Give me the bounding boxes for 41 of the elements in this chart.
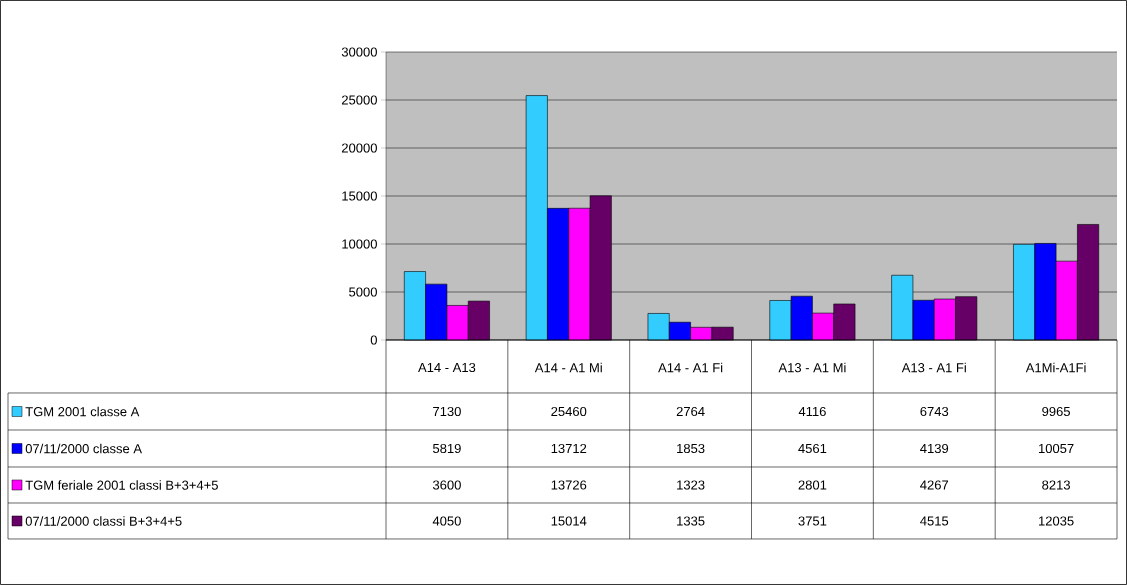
legend-label: TGM 2001 classe A <box>25 406 140 417</box>
data-label: 1323 <box>677 480 705 490</box>
data-label: 4139 <box>920 443 949 454</box>
data-label: 3751 <box>798 516 827 526</box>
y-tick-label: 5000 <box>349 287 377 297</box>
y-tick-label: 25000 <box>341 95 377 105</box>
x-tick-label: A14 - A13 <box>418 362 476 373</box>
data-label: 4561 <box>798 443 827 454</box>
data-label: 4267 <box>920 480 949 490</box>
data-label: 1335 <box>677 516 705 526</box>
legend-label: 07/11/2000 classi B+3+4+5 <box>25 516 182 526</box>
data-label: 6743 <box>920 406 949 417</box>
data-label: 3600 <box>432 480 461 490</box>
y-tick-label: 0 <box>370 335 377 345</box>
x-tick-label: A1Mi-A1Fi <box>1025 362 1086 373</box>
data-label: 10057 <box>1039 443 1074 454</box>
data-label: 5819 <box>432 443 461 454</box>
data-label: 15014 <box>551 516 587 526</box>
data-label: 13726 <box>551 480 587 490</box>
data-label: 12035 <box>1039 516 1074 526</box>
y-tick-label: 30000 <box>341 47 377 57</box>
data-label: 7130 <box>433 406 461 417</box>
x-tick-label: A14 - A1 Fi <box>658 362 723 373</box>
data-label: 13712 <box>551 443 587 454</box>
y-tick-label: 15000 <box>342 191 377 201</box>
x-tick-label: A14 - A1 Mi <box>534 362 602 373</box>
y-tick-label: 20000 <box>341 143 377 153</box>
x-tick-label: A13 - A1 Fi <box>901 362 966 373</box>
data-label: 9965 <box>1042 406 1070 417</box>
legend-label: TGM feriale 2001 classi B+3+4+5 <box>25 480 218 490</box>
x-tick-label: A13 - A1 Mi <box>778 362 846 373</box>
data-label: 2764 <box>676 406 705 417</box>
legend-label: 07/11/2000 classe A <box>25 443 142 454</box>
y-tick-label: 10000 <box>342 239 377 249</box>
data-label: 8213 <box>1042 480 1070 490</box>
data-label: 1853 <box>677 443 705 454</box>
data-label: 25460 <box>551 406 587 417</box>
data-label: 4050 <box>432 516 461 526</box>
data-label: 4515 <box>920 516 949 526</box>
data-label: 4116 <box>798 406 826 417</box>
data-label: 2801 <box>798 480 827 490</box>
